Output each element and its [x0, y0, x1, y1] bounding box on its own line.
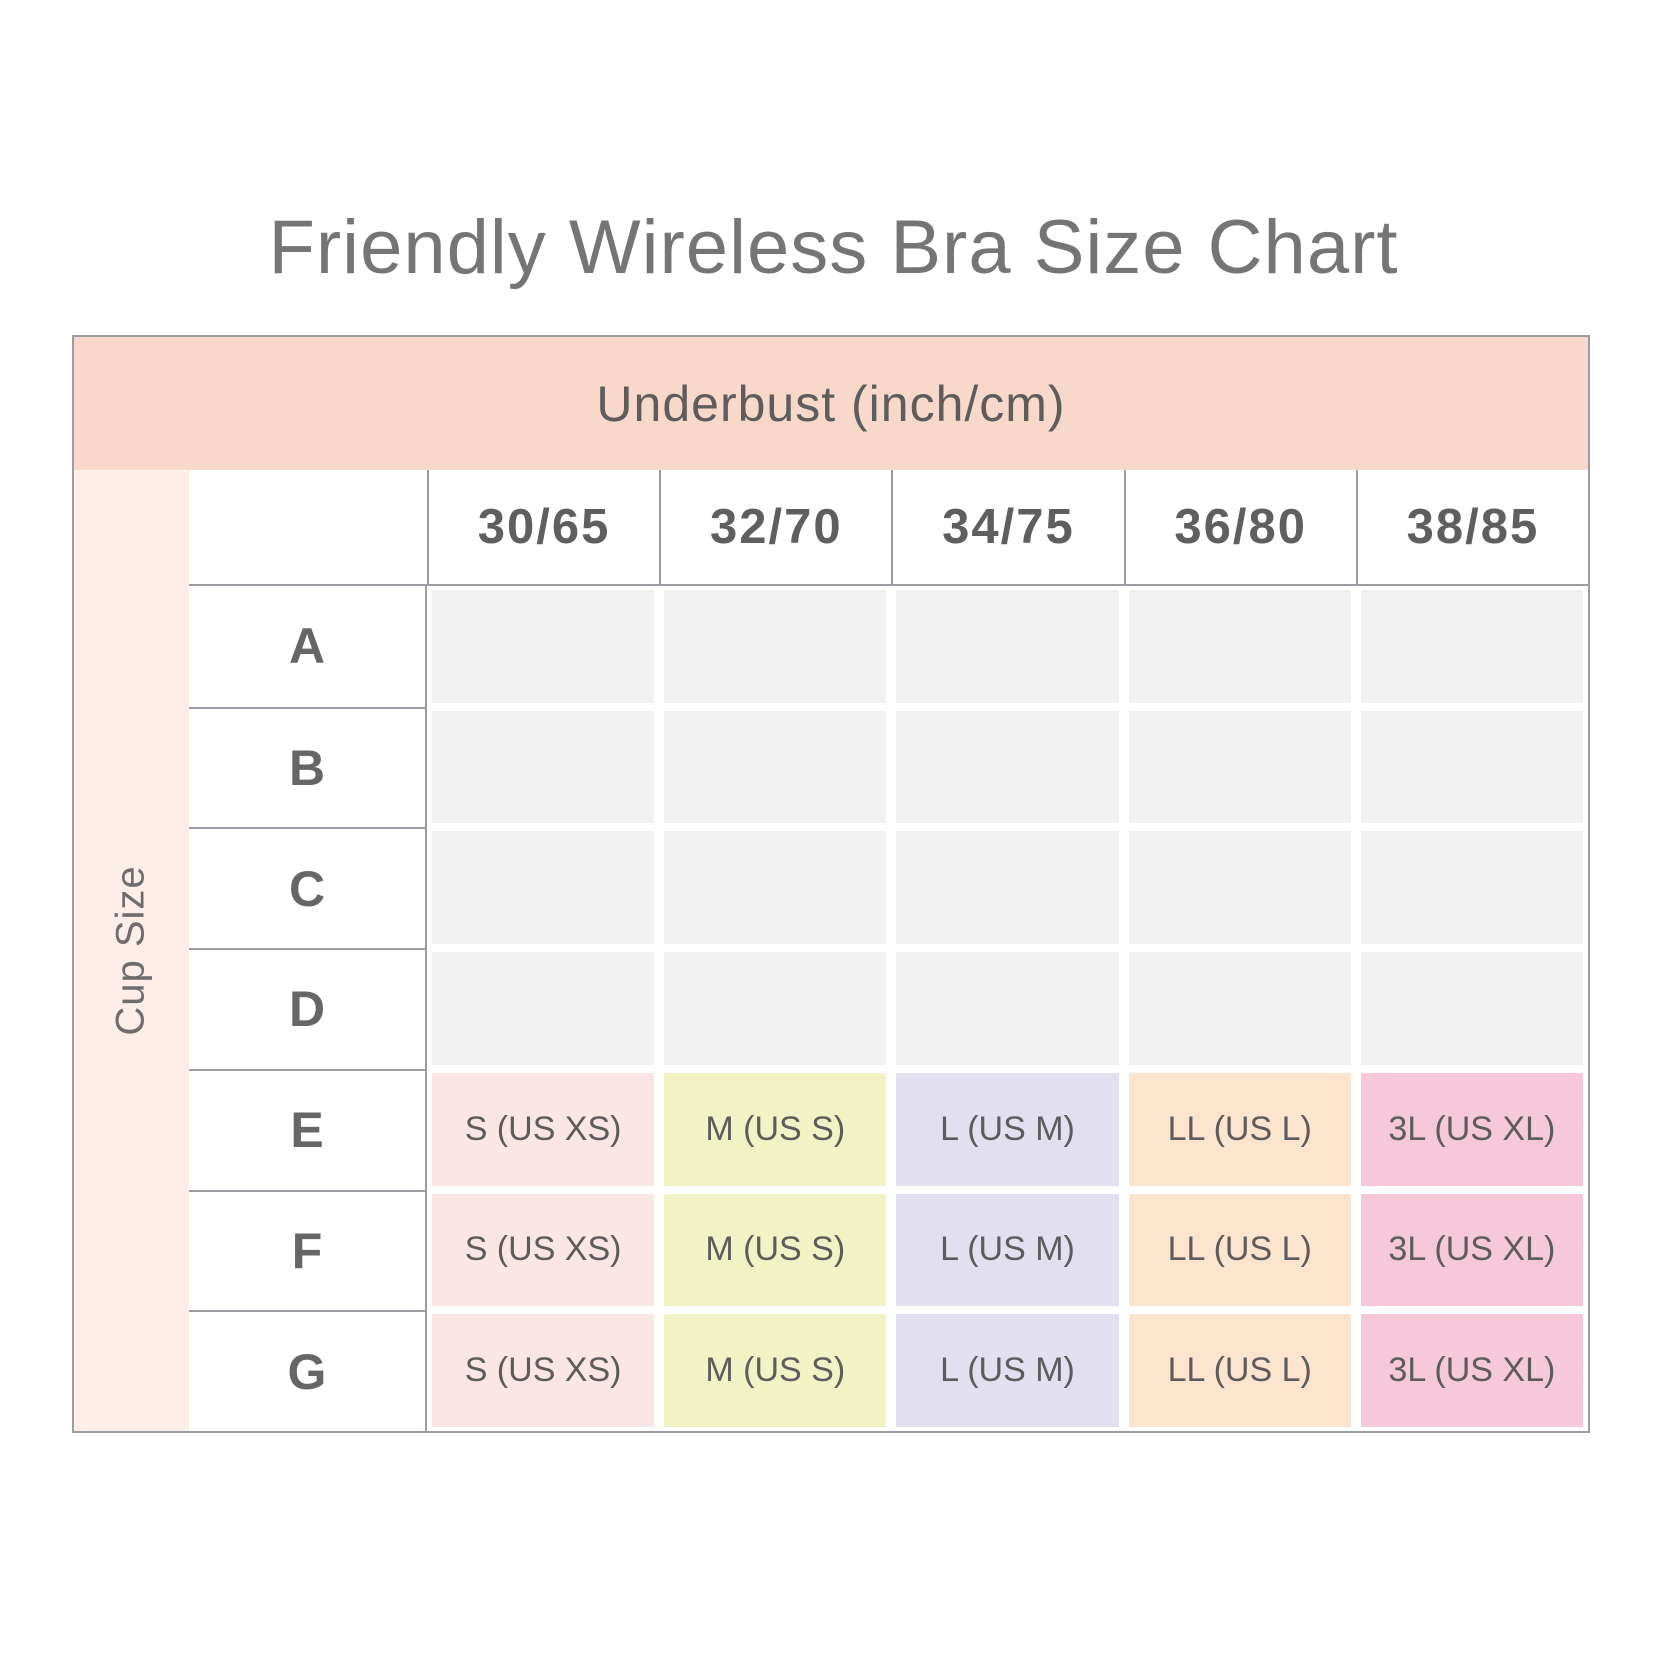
row-label-f: F: [189, 1189, 427, 1311]
cell-e-36-80: LL (US L): [1123, 1068, 1356, 1190]
empty-size-block: [896, 831, 1119, 945]
cell-f-30-65: S (US XS): [427, 1189, 660, 1311]
empty-size-block: [432, 710, 655, 824]
size-block: S (US XS): [432, 1072, 655, 1186]
size-block: LL (US L): [1128, 1193, 1351, 1307]
size-block: LL (US L): [1128, 1314, 1351, 1427]
cell-d-34-75: [891, 948, 1124, 1069]
cell-a-32-70: [659, 586, 892, 707]
cell-b-32-70: [659, 706, 892, 828]
size-block: S (US XS): [432, 1193, 655, 1307]
col-header-38-85: 38/85: [1355, 470, 1588, 586]
cell-a-30-65: [427, 586, 660, 707]
cell-e-38-85: 3L (US XL): [1355, 1068, 1588, 1190]
empty-size-block: [896, 952, 1119, 1065]
size-block: 3L (US XL): [1360, 1072, 1583, 1186]
empty-size-block: [432, 590, 655, 703]
page-title: Friendly Wireless Bra Size Chart: [268, 205, 1399, 290]
cell-d-32-70: [659, 948, 892, 1069]
size-block: L (US M): [896, 1193, 1119, 1307]
empty-size-block: [664, 952, 887, 1065]
empty-size-block: [664, 710, 887, 824]
cell-a-36-80: [1123, 586, 1356, 707]
cell-e-32-70: M (US S): [659, 1068, 892, 1190]
empty-size-block: [1128, 590, 1351, 703]
cell-g-32-70: M (US S): [659, 1310, 892, 1431]
cup-size-strip: Cup Size: [74, 470, 189, 1431]
empty-size-block: [1360, 831, 1583, 945]
size-block: L (US M): [896, 1072, 1119, 1186]
size-block: S (US XS): [432, 1314, 655, 1427]
empty-size-block: [664, 831, 887, 945]
empty-size-block: [1128, 831, 1351, 945]
size-block: M (US S): [664, 1072, 887, 1186]
cup-size-label: Cup Size: [109, 865, 153, 1036]
size-block: M (US S): [664, 1314, 887, 1427]
cell-g-36-80: LL (US L): [1123, 1310, 1356, 1431]
cell-f-34-75: L (US M): [891, 1189, 1124, 1311]
size-chart-table: Underbust (inch/cm) Cup Size 30/65 32/70…: [72, 335, 1590, 1433]
col-header-34-75: 34/75: [891, 470, 1124, 586]
cell-f-32-70: M (US S): [659, 1189, 892, 1311]
cell-e-34-75: L (US M): [891, 1068, 1124, 1190]
cell-g-34-75: L (US M): [891, 1310, 1124, 1431]
empty-size-block: [1128, 710, 1351, 824]
size-block: L (US M): [896, 1314, 1119, 1427]
cell-d-36-80: [1123, 948, 1356, 1069]
col-header-30-65: 30/65: [427, 470, 660, 586]
empty-size-block: [432, 831, 655, 945]
cell-b-38-85: [1355, 706, 1588, 828]
empty-size-block: [896, 710, 1119, 824]
cell-a-34-75: [891, 586, 1124, 707]
row-label-c: C: [189, 827, 427, 949]
cell-d-30-65: [427, 948, 660, 1069]
empty-size-block: [1360, 952, 1583, 1065]
col-header-36-80: 36/80: [1123, 470, 1356, 586]
cell-e-30-65: S (US XS): [427, 1068, 660, 1190]
cell-c-34-75: [891, 827, 1124, 949]
size-block: 3L (US XL): [1360, 1314, 1583, 1427]
row-label-b: B: [189, 706, 427, 828]
col-header-32-70: 32/70: [659, 470, 892, 586]
cell-b-30-65: [427, 706, 660, 828]
row-label-d: D: [189, 948, 427, 1069]
cell-g-30-65: S (US XS): [427, 1310, 660, 1431]
cell-a-38-85: [1355, 586, 1588, 707]
empty-size-block: [1360, 710, 1583, 824]
size-block: LL (US L): [1128, 1072, 1351, 1186]
cell-c-38-85: [1355, 827, 1588, 949]
row-label-g: G: [189, 1310, 427, 1431]
cell-f-36-80: LL (US L): [1123, 1189, 1356, 1311]
empty-size-block: [432, 952, 655, 1065]
size-grid: Cup Size 30/65 32/70 34/75 36/80 38/85 A…: [74, 470, 1588, 1431]
cell-c-32-70: [659, 827, 892, 949]
empty-size-block: [1360, 590, 1583, 703]
empty-size-block: [664, 590, 887, 703]
row-label-e: E: [189, 1068, 427, 1190]
cell-c-30-65: [427, 827, 660, 949]
row-label-a: A: [189, 586, 427, 707]
cell-b-36-80: [1123, 706, 1356, 828]
underbust-header-label: Underbust (inch/cm): [596, 375, 1066, 432]
empty-size-block: [896, 590, 1119, 703]
underbust-header-band: Underbust (inch/cm): [74, 337, 1588, 470]
cell-b-34-75: [891, 706, 1124, 828]
corner-cell: [189, 470, 427, 586]
cell-d-38-85: [1355, 948, 1588, 1069]
size-block: M (US S): [664, 1193, 887, 1307]
cell-g-38-85: 3L (US XL): [1355, 1310, 1588, 1431]
cell-f-38-85: 3L (US XL): [1355, 1189, 1588, 1311]
size-block: 3L (US XL): [1360, 1193, 1583, 1307]
empty-size-block: [1128, 952, 1351, 1065]
cell-c-36-80: [1123, 827, 1356, 949]
